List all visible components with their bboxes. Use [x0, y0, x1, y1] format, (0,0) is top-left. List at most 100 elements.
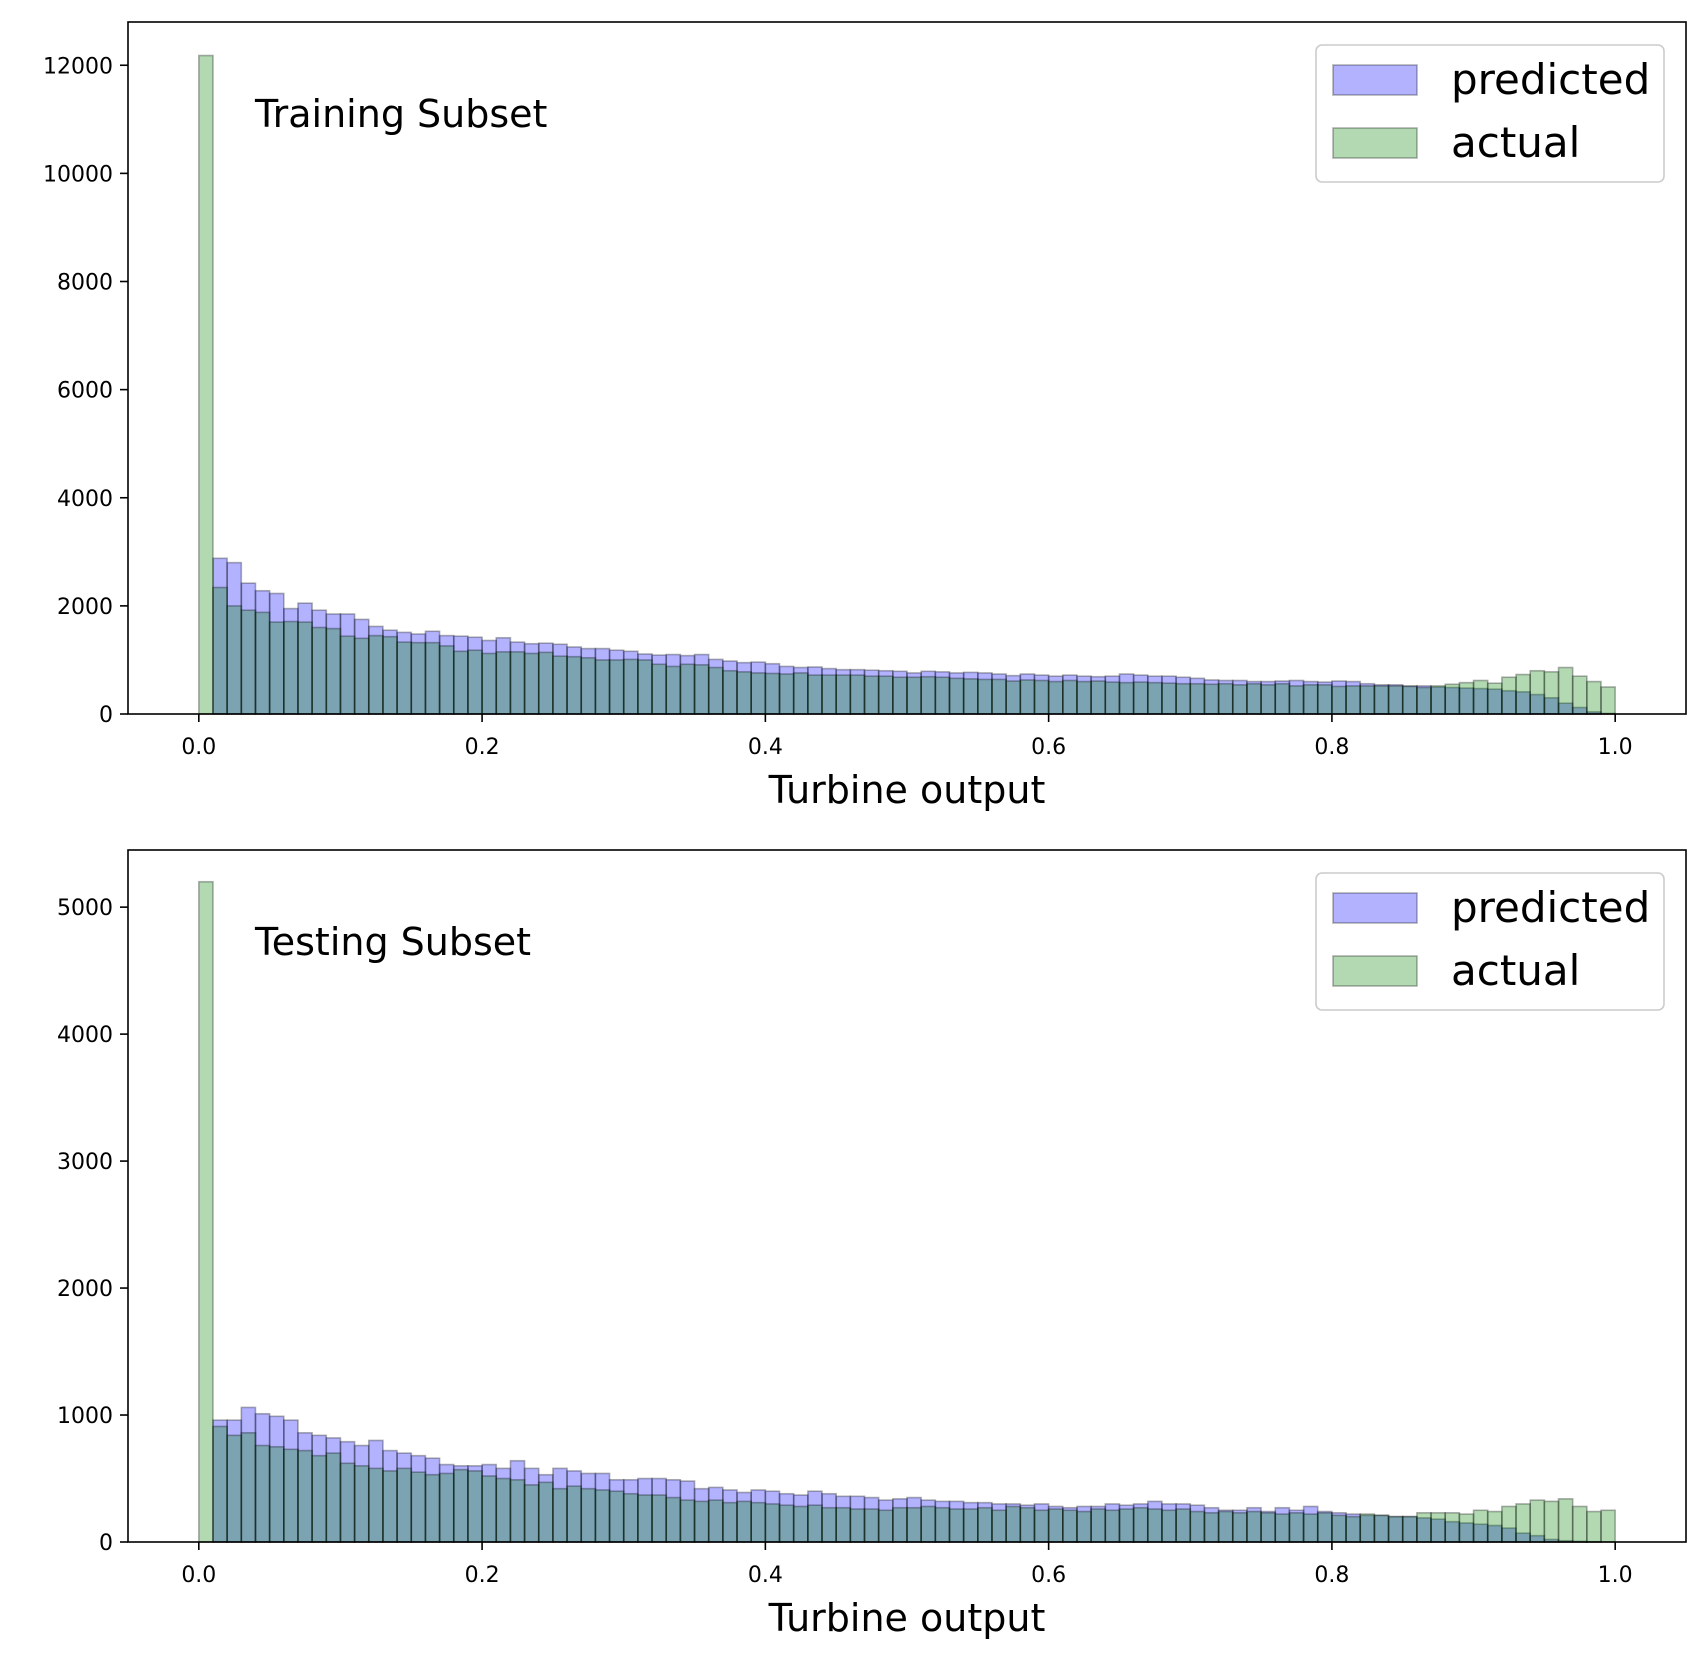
actual-bar — [821, 674, 837, 715]
actual-bar — [1557, 666, 1574, 715]
actual-bar — [1076, 680, 1092, 715]
actual-bar — [523, 1484, 540, 1543]
actual-bar — [665, 1496, 682, 1543]
testing-subset-panel: 0.0 0.2 0.4 0.6 0.8 1.0 0 1000 2000 3000 4000 5000 T… — [57, 849, 1687, 1640]
actual-bar — [1104, 681, 1121, 715]
actual-bar — [282, 620, 299, 715]
actual-bar — [962, 678, 979, 715]
actual-bar — [1005, 1505, 1022, 1543]
actual-bar — [1246, 1510, 1262, 1543]
actual-bar — [594, 1489, 611, 1543]
y-tick-label: 2000 — [57, 1277, 113, 1302]
actual-bar — [1515, 1503, 1532, 1543]
predicted-legend-swatch — [1332, 892, 1418, 924]
actual-bar — [1118, 1508, 1135, 1543]
actual-bar — [707, 666, 724, 715]
actual-bar — [452, 650, 469, 715]
actual-bar — [863, 675, 880, 715]
actual-bar — [1288, 685, 1305, 715]
actual-bar — [1600, 1509, 1616, 1543]
actual-bar — [1486, 1510, 1503, 1543]
actual-bar — [722, 1501, 738, 1543]
actual-bar — [1472, 679, 1489, 715]
actual-bar — [580, 1487, 597, 1543]
actual-bar — [764, 1503, 781, 1543]
actual-bar — [1090, 1508, 1107, 1543]
actual-legend-swatch — [1332, 955, 1418, 987]
actual-bar — [1345, 1515, 1362, 1543]
actual-bar — [679, 1499, 696, 1543]
y-tick-label: 12000 — [43, 54, 113, 79]
actual-bar — [566, 1485, 583, 1543]
actual-bar — [254, 611, 271, 715]
actual-bar — [821, 1506, 837, 1543]
actual-bar — [792, 672, 809, 715]
actual-bar — [1345, 685, 1362, 715]
legend: predicted actual — [1315, 872, 1665, 1011]
actual-bar — [438, 645, 455, 715]
actual-bar — [651, 663, 668, 715]
actual-bar — [707, 1499, 724, 1543]
actual-bar — [693, 1500, 710, 1543]
actual-bar — [835, 674, 852, 715]
actual-bar — [1260, 684, 1277, 715]
actual-bar — [1543, 671, 1560, 715]
actual-bar — [226, 605, 243, 715]
x-tick-label: 0.2 — [465, 1563, 500, 1588]
actual-bar — [1416, 1512, 1432, 1543]
actual-bar — [438, 1472, 455, 1543]
actual-bar — [198, 54, 214, 715]
actual-bar — [1062, 679, 1078, 715]
actual-bar — [325, 627, 342, 715]
actual-bar — [1033, 679, 1050, 715]
axes-frame — [127, 21, 1687, 715]
actual-bar — [1302, 684, 1319, 715]
actual-bar — [1586, 1510, 1602, 1543]
actual-bar — [297, 621, 313, 715]
x-axis-label: Turbine output — [768, 1596, 1046, 1640]
actual-bar — [1316, 684, 1333, 715]
actual-bar — [1359, 685, 1376, 715]
actual-bar — [552, 1487, 568, 1543]
actual-bar — [1444, 1512, 1461, 1543]
actual-bar — [722, 669, 738, 715]
actual-bar — [566, 655, 583, 715]
actual-bar — [1146, 681, 1163, 715]
actual-bar — [1047, 1508, 1064, 1543]
actual-bar — [382, 1470, 398, 1543]
actual-bar — [1161, 1509, 1177, 1543]
actual-bar — [934, 676, 951, 715]
actual-bar — [778, 1504, 795, 1543]
actual-bar — [736, 1500, 752, 1543]
actual-bar — [1501, 1505, 1517, 1543]
actual-bar — [495, 651, 512, 715]
actual-bar — [920, 1505, 937, 1543]
actual-bar — [1274, 682, 1291, 715]
actual-bar — [665, 665, 682, 715]
actual-bar — [1274, 1513, 1291, 1543]
actual-bar — [1260, 1512, 1277, 1543]
x-tick-label: 0.8 — [1314, 735, 1349, 760]
actual-bar — [1331, 1514, 1347, 1543]
actual-bar — [863, 1508, 880, 1543]
actual-bar — [1571, 675, 1588, 715]
y-tick-label: 10000 — [43, 162, 113, 187]
actual-bar — [523, 652, 540, 715]
actual-bar — [396, 641, 413, 715]
actual-bar — [637, 659, 653, 715]
actual-bar — [1486, 682, 1503, 715]
actual-bar — [424, 641, 441, 715]
actual-legend-label: actual — [1451, 118, 1580, 167]
actual-bar — [1331, 685, 1347, 715]
actual-bar — [580, 656, 597, 715]
actual-bar — [1175, 1508, 1192, 1543]
actual-bar — [1586, 680, 1602, 715]
actual-bar — [750, 1501, 767, 1543]
actual-bar — [948, 677, 965, 715]
actual-bar — [1047, 680, 1064, 715]
actual-bar — [1132, 1506, 1149, 1543]
actual-bar — [410, 641, 427, 715]
actual-bar — [325, 1452, 342, 1543]
x-tick-label: 0.2 — [465, 735, 500, 760]
